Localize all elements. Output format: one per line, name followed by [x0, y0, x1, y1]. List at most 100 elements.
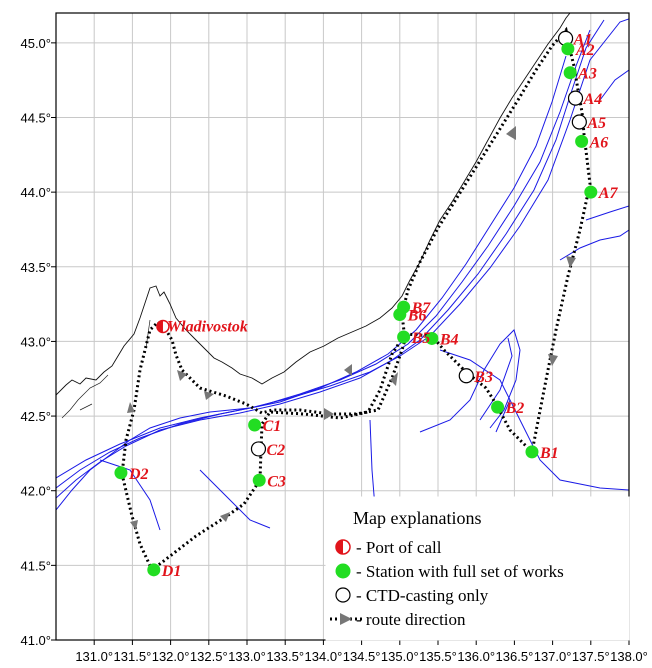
x-tick-label: 135.0°: [381, 649, 419, 664]
ctd-station-marker: [250, 441, 267, 457]
x-tick-label: 131.5°: [114, 649, 152, 664]
legend-item-port: - Port of call: [335, 538, 442, 557]
legend: Map explanations - Port of call - Statio…: [325, 496, 630, 641]
ctd-station-marker: [458, 368, 474, 384]
ctd-station-marker: [567, 90, 584, 106]
coastline: [56, 13, 571, 396]
station-label: D2: [128, 466, 149, 483]
station-a6: A6: [575, 134, 608, 151]
route-arrow: [220, 512, 230, 522]
station-label: B3: [473, 369, 493, 386]
y-tick-label: 41.5°: [20, 558, 51, 573]
route-arrow: [177, 370, 187, 381]
station-a3: A3: [563, 66, 597, 83]
y-tick-label: 43.5°: [20, 260, 51, 275]
station-c2: C2: [250, 441, 285, 459]
route-arrow: [324, 408, 334, 420]
full-station-marker: [252, 473, 266, 487]
ctd-station-icon: [335, 587, 351, 603]
legend-item-route: - route direction: [330, 610, 466, 629]
station-label: D1: [161, 563, 182, 580]
full-station-marker: [397, 330, 411, 344]
coastline-inner: [61, 319, 151, 419]
station-label: B7: [411, 300, 432, 317]
full-station-marker: [563, 66, 577, 80]
x-tick-label: 138.0°: [610, 649, 648, 664]
route-arrows: [127, 126, 576, 530]
legend-label-ctd: - CTD-casting only: [356, 586, 489, 605]
station-label: A5: [586, 115, 606, 132]
full-station-marker: [575, 134, 589, 148]
station-label: A3: [577, 66, 597, 83]
route-arrow: [390, 372, 398, 386]
x-tick-label: 132.5°: [190, 649, 228, 664]
y-tick-label: 42.5°: [20, 409, 51, 424]
route-arrow: [204, 391, 214, 400]
full-station-marker: [248, 418, 262, 432]
legend-item-full: - Station with full set of works: [335, 562, 564, 581]
station-c3: C3: [252, 473, 286, 490]
port-of-call-icon: [156, 319, 170, 334]
route-arrow: [548, 354, 558, 366]
x-tick-label: 134.5°: [343, 649, 381, 664]
x-tick-label: 137.0°: [534, 649, 572, 664]
legend-item-ctd: - CTD-casting only: [335, 586, 489, 605]
station-label: A1: [573, 31, 593, 48]
legend-label-route: - route direction: [356, 610, 466, 629]
station-label: B4: [439, 331, 459, 348]
x-tick-label: 132.0°: [152, 649, 190, 664]
station-label: A6: [589, 134, 609, 151]
station-a7: A7: [584, 185, 618, 202]
station-d1: D1: [147, 563, 181, 580]
station-label: A4: [583, 91, 603, 108]
x-tick-label: 134.0°: [305, 649, 343, 664]
route-arrow: [127, 402, 135, 413]
x-tick-label: 131.0°: [75, 649, 113, 664]
x-tick-label: 135.5°: [419, 649, 457, 664]
route-arrow: [344, 364, 352, 376]
y-tick-label: 42.0°: [20, 484, 51, 499]
legend-title: Map explanations: [353, 508, 481, 528]
route-arrow: [566, 256, 576, 268]
legend-label-full: - Station with full set of works: [356, 562, 564, 581]
full-station-marker: [147, 563, 161, 577]
station-label: C1: [263, 418, 282, 435]
y-tick-label: 44.5°: [20, 111, 51, 126]
full-station-marker: [561, 42, 575, 56]
station-label: A7: [598, 185, 619, 202]
port-of-call-icon: [335, 539, 351, 555]
station-c1: C1: [248, 418, 281, 435]
axis-ticks: 131.0° 131.5° 132.0° 132.5° 133.0° 133.5° 134.…: [20, 36, 647, 664]
full-station-marker: [491, 400, 505, 414]
station-b1: B1: [525, 445, 559, 462]
full-station-marker: [425, 331, 439, 345]
full-station-marker: [584, 185, 598, 199]
y-tick-label: 45.0°: [20, 36, 51, 51]
route: [120, 26, 592, 573]
station-label: C2: [266, 442, 285, 459]
station-d2: D2: [114, 466, 149, 483]
station-label: B2: [505, 400, 525, 417]
x-tick-label: 136.5°: [496, 649, 534, 664]
station-label: B6: [407, 308, 427, 325]
y-tick-label: 44.0°: [20, 185, 51, 200]
x-tick-label: 137.5°: [572, 649, 610, 664]
station-b4: B4: [425, 331, 459, 348]
ctd-station-marker: [571, 114, 587, 130]
station-a5: A5: [571, 114, 606, 132]
y-tick-label: 41.0°: [20, 633, 51, 648]
station-b2: B2: [491, 400, 524, 417]
x-tick-label: 133.0°: [228, 649, 266, 664]
port-vladivostok: Wladivostok: [156, 319, 248, 336]
station-label: A2: [575, 42, 595, 59]
station-label: C3: [267, 473, 286, 490]
station-a2: A2: [561, 42, 595, 59]
station-b5: B5: [397, 330, 430, 347]
y-tick-label: 43.0°: [20, 334, 51, 349]
full-station-marker: [114, 466, 128, 480]
legend-box: [325, 496, 630, 641]
port-label: Wladivostok: [167, 319, 248, 336]
legend-label-port: - Port of call: [356, 538, 442, 557]
